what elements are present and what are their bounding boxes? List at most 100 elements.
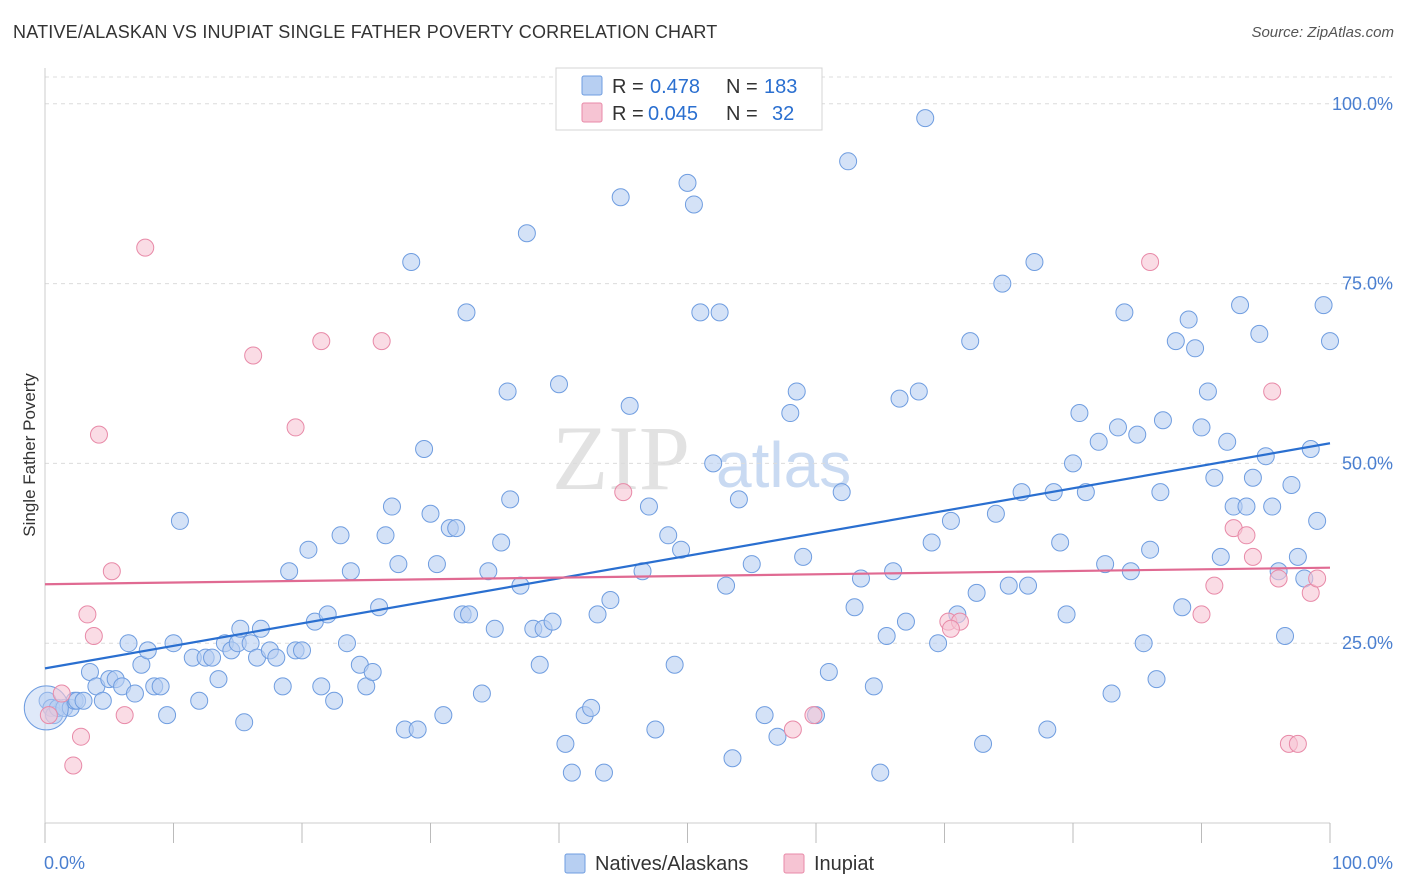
native-point-137 — [1019, 576, 1038, 595]
native-point-64 — [434, 706, 453, 725]
native-point-120 — [877, 627, 896, 645]
native-point-11 — [93, 691, 112, 710]
native-point-100 — [691, 303, 710, 322]
series-legend: Natives/Alaskans Inupiat — [564, 853, 874, 875]
native-point-104 — [723, 749, 742, 768]
legend-r-label-1: R = — [612, 76, 644, 98]
native-point-50 — [341, 562, 360, 581]
native-point-122 — [890, 389, 909, 408]
native-point-133 — [986, 504, 1005, 523]
inupiat-point-22 — [1237, 526, 1256, 545]
inupiat-point-13 — [372, 332, 391, 351]
native-point-182 — [1321, 332, 1339, 351]
native-point-118 — [864, 677, 883, 696]
native-point-79 — [530, 655, 549, 674]
inupiat-point-23 — [1243, 547, 1262, 566]
native-point-27 — [203, 648, 222, 667]
native-point-162 — [1192, 418, 1211, 437]
native-point-87 — [588, 605, 607, 624]
native-point-74 — [498, 382, 517, 401]
native-point-148 — [1102, 684, 1121, 703]
native-point-144 — [1070, 404, 1089, 423]
native-point-141 — [1051, 533, 1070, 552]
native-point-8 — [74, 691, 93, 710]
native-point-164 — [1205, 468, 1224, 487]
native-point-59 — [402, 253, 421, 271]
native-point-107 — [755, 706, 774, 725]
native-point-158 — [1166, 332, 1185, 351]
native-point-72 — [485, 619, 504, 638]
series-natives-alaskans — [23, 109, 1339, 782]
inupiat-point-19 — [1192, 605, 1211, 624]
native-point-176 — [1282, 475, 1301, 494]
native-point-127 — [929, 634, 948, 653]
legend-swatch-pink — [581, 102, 603, 123]
native-point-86 — [582, 698, 601, 717]
watermark: ZIP atlas — [552, 407, 851, 509]
native-point-84 — [562, 763, 581, 782]
inupiat-point-27 — [1288, 734, 1307, 753]
native-point-135 — [999, 576, 1018, 595]
native-point-110 — [787, 382, 806, 401]
native-point-181 — [1314, 296, 1333, 315]
x-tick-label-0: 0.0% — [44, 853, 85, 873]
native-point-125 — [916, 109, 935, 128]
inupiat-point-14 — [783, 720, 802, 739]
legend-bottom-label-blue: Natives/Alaskans — [595, 853, 748, 875]
inupiat-trend-line — [44, 566, 1331, 586]
native-point-157 — [1153, 411, 1172, 430]
inupiat-point-3 — [71, 727, 90, 746]
native-point-28 — [209, 670, 228, 689]
native-point-143 — [1064, 454, 1082, 473]
native-point-123 — [896, 612, 915, 631]
native-point-88 — [594, 763, 613, 782]
native-point-170 — [1243, 468, 1262, 487]
native-point-16 — [125, 684, 144, 703]
y-axis-title: Single Father Poverty — [20, 373, 39, 537]
legend-r-label-2: R = — [612, 103, 644, 125]
correlation-legend: R = 0.478 N = 183 R = 0.045 N = 32 — [555, 67, 823, 131]
native-point-38 — [267, 648, 286, 667]
native-point-49 — [337, 634, 356, 653]
y-tick-label-0: 25.0% — [1342, 633, 1393, 653]
native-point-54 — [370, 598, 389, 617]
native-point-57 — [389, 555, 408, 574]
native-point-134 — [993, 274, 1012, 293]
chart-title: NATIVE/ALASKAN VS INUPIAT SINGLE FATHER … — [13, 22, 718, 42]
native-point-153 — [1134, 634, 1153, 653]
legend-swatch-blue — [581, 75, 603, 96]
inupiat-point-7 — [102, 562, 121, 581]
native-point-132 — [974, 734, 993, 753]
native-point-111 — [794, 547, 813, 566]
legend-bottom-swatch-blue — [564, 853, 586, 874]
inupiat-point-10 — [244, 346, 263, 365]
legend-n-value-1: 183 — [764, 76, 797, 98]
native-point-77 — [517, 224, 536, 243]
native-point-22 — [164, 634, 183, 653]
native-point-152 — [1128, 425, 1147, 444]
native-point-131 — [967, 583, 986, 602]
native-point-99 — [684, 195, 703, 214]
native-point-83 — [556, 734, 575, 753]
native-trend-line — [44, 442, 1331, 670]
inupiat-point-0 — [39, 706, 58, 725]
native-point-138 — [1025, 253, 1044, 271]
native-point-116 — [845, 598, 864, 617]
source-label: Source: ZipAtlas.com — [1251, 24, 1394, 41]
native-point-25 — [190, 691, 209, 710]
native-point-149 — [1108, 418, 1127, 437]
legend-r-value-2: 0.045 — [648, 103, 698, 125]
native-point-106 — [742, 555, 761, 574]
legend-r-value-1: 0.478 — [650, 76, 700, 98]
native-point-126 — [922, 533, 941, 552]
native-point-40 — [280, 562, 299, 581]
inupiat-point-8 — [115, 706, 134, 725]
y-tick-label-3: 100.0% — [1332, 94, 1393, 114]
native-point-113 — [819, 662, 838, 681]
native-point-177 — [1288, 547, 1307, 566]
native-point-94 — [646, 720, 665, 739]
inupiat-point-5 — [84, 627, 103, 645]
native-point-71 — [479, 562, 498, 581]
native-point-81 — [543, 612, 562, 631]
tick-labels: 25.0% 50.0% 75.0% 100.0% 0.0% 100.0% — [44, 94, 1393, 873]
